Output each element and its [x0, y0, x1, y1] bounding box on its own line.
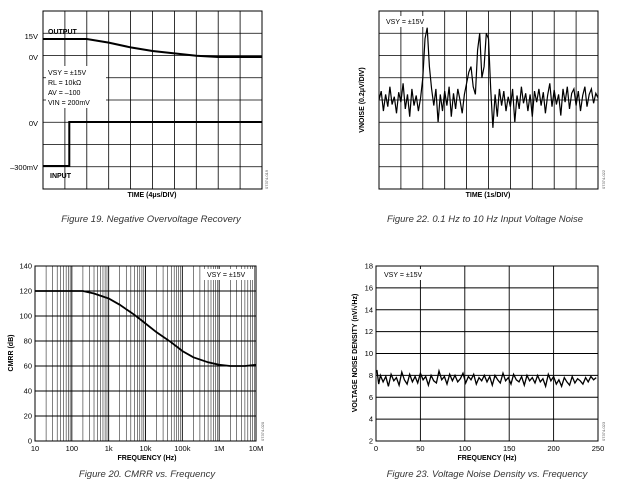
figure-caption: Figure 20. CMRR vs. Frequency: [79, 469, 216, 480]
y-axis-title: CMRR (dB): [8, 335, 15, 372]
x-tick-label: 200: [547, 444, 560, 453]
x-tick-label: 150: [503, 444, 516, 453]
figure-code: 07374-019: [264, 169, 269, 189]
noise-density-vs-frequency-chart: 2 4 6 8 10 12 14 16 18 0 50 100 150 200 250 VSY = ±15…: [351, 262, 606, 481]
y-tick-label: 120: [19, 287, 32, 296]
figure-code: 07374-020: [260, 421, 265, 441]
annotation-bg: [381, 269, 431, 280]
annotation-vsy: VSY = ±15V: [207, 272, 245, 279]
x-tick-label: 10M: [249, 444, 264, 453]
conditions-block: VSY = ±15V RL = 10kΩ AV = –100 VIN = 200…: [46, 66, 106, 108]
conditions-bg: [46, 66, 106, 108]
figure-caption: Figure 23. Voltage Noise Density vs. Fre…: [387, 469, 589, 480]
condition-vsy: VSY = ±15V: [48, 70, 86, 77]
x-tick-label: 100: [459, 444, 472, 453]
y-tick-label: 0: [28, 437, 32, 446]
input-label: INPUT: [50, 173, 72, 180]
y-tick-labels: 2 4 6 8 10 12 14 16 18: [365, 262, 373, 446]
x-tick-label: 1M: [214, 444, 224, 453]
x-tick-label: 100: [66, 444, 79, 453]
annotation-bg: [204, 269, 254, 280]
y-tick-label: 10: [365, 349, 373, 358]
y-tick-label: 6: [369, 393, 373, 402]
x-tick-label: 0: [374, 444, 378, 453]
y-tick-label: 14: [365, 305, 373, 314]
y-label-minus300mv: –300mV: [10, 163, 38, 172]
x-tick-label: 10k: [139, 444, 151, 453]
x-tick-label: 10: [31, 444, 39, 453]
cmrr-curve: [35, 290, 257, 367]
y-tick-label: 140: [19, 262, 32, 271]
noise-trace: [378, 27, 599, 128]
annotation-bg: [384, 16, 436, 27]
annotation-vsy: VSY = ±15V: [386, 19, 424, 26]
output-trace: [43, 38, 262, 58]
input-voltage-noise-chart: VSY = ±15V VNOISE (0.2μV/DIV) TIME (1s/D…: [359, 10, 606, 225]
cmrr-vs-frequency-chart: 0 20 40 60 80 100 120 140 10 100 1k 10k 100k 1M 10M V…: [8, 262, 265, 481]
y-tick-label: 40: [24, 387, 32, 396]
condition-vin: VIN = 200mV: [48, 100, 90, 107]
y-tick-label: 2: [369, 437, 373, 446]
y-tick-label: 12: [365, 327, 373, 336]
overvoltage-recovery-chart: OUTPUT INPUT 15V 0V 0V –300mV VSY = ±15V…: [10, 10, 269, 225]
y-tick-labels: 0 20 40 60 80 100 120 140: [19, 262, 32, 446]
x-axis-title: FREQUENCY (Hz): [118, 455, 177, 462]
y-tick-label: 4: [369, 415, 373, 424]
y-label-15v: 15V: [25, 32, 38, 41]
x-tick-label: 50: [416, 444, 424, 453]
y-label-0v-input: 0V: [29, 119, 38, 128]
y-tick-label: 80: [24, 337, 32, 346]
output-label: OUTPUT: [48, 29, 78, 36]
y-tick-label: 60: [24, 362, 32, 371]
figure-caption: Figure 22. 0.1 Hz to 10 Hz Input Voltage…: [387, 214, 583, 225]
figure-caption: Figure 19. Negative Overvoltage Recovery: [61, 214, 242, 225]
y-tick-label: 16: [365, 283, 373, 292]
x-tick-label: 1k: [105, 444, 113, 453]
y-tick-label: 20: [24, 412, 32, 421]
annotation-vsy: VSY = ±15V: [384, 272, 422, 279]
x-axis-title: FREQUENCY (Hz): [458, 455, 517, 462]
y-axis-title: VNOISE (0.2μV/DIV): [359, 67, 366, 132]
noise-density-trace: [376, 368, 597, 389]
y-tick-label: 8: [369, 371, 373, 380]
input-trace: [43, 121, 262, 167]
x-tick-labels: 10 100 1k 10k 100k 1M 10M: [31, 444, 263, 453]
x-axis-title: TIME (4μs/DIV): [127, 192, 176, 199]
figure-code: 07374-022: [601, 169, 606, 189]
y-tick-label: 100: [19, 312, 32, 321]
y-label-0v-output: 0V: [29, 53, 38, 62]
condition-rl: RL = 10kΩ: [48, 80, 81, 87]
x-tick-label: 100k: [174, 444, 191, 453]
x-axis-title: TIME (1s/DIV): [466, 192, 511, 199]
y-tick-label: 18: [365, 262, 373, 271]
y-axis-title: VOLTAGE NOISE DENSITY (nV/√Hz): [351, 294, 359, 413]
condition-av: AV = –100: [48, 90, 80, 97]
x-tick-labels: 0 50 100 150 200 250: [374, 444, 604, 453]
figure-code: 07374-023: [601, 421, 606, 441]
x-tick-label: 250: [592, 444, 605, 453]
grid: [376, 266, 598, 441]
